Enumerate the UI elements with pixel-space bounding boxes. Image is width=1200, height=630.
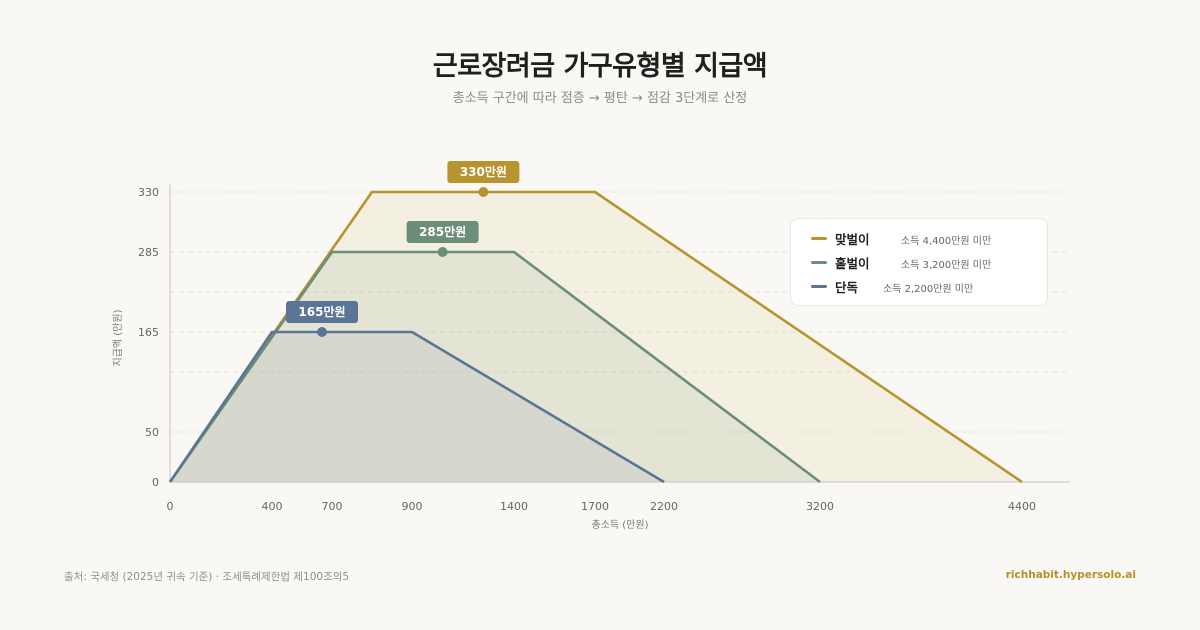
legend: 맞벌이 소득 4,400만원 미만 홑벌이 소득 3,200만원 미만 단독 소… — [790, 218, 1048, 306]
legend-item-single-earner: 홑벌이 — [811, 252, 870, 272]
legend-swatch-single-earner — [811, 260, 827, 264]
peak-label-2: 165만원 — [298, 304, 345, 319]
x-tick-label: 3200 — [806, 500, 834, 513]
peak-label-1: 285만원 — [419, 224, 466, 239]
legend-condition-single-earner: 소득 3,200만원 미만 — [901, 260, 992, 271]
y-tick-label: 165 — [138, 326, 159, 339]
legend-swatch-single — [811, 284, 827, 288]
peak-dot-2 — [317, 327, 327, 337]
y-tick-label: 50 — [145, 426, 159, 439]
series-line-1 — [168, 250, 821, 484]
legend-name-dual: 맞벌이 — [835, 231, 870, 247]
x-tick-label: 2200 — [650, 500, 678, 513]
peak-label-box-0 — [447, 161, 520, 183]
x-axis-label: 총소득 (만원) — [592, 519, 649, 531]
peak-label-box-2 — [286, 301, 358, 323]
y-tick-label: 330 — [138, 186, 159, 199]
chart-title: 근로장려금 가구유형별 지급액 — [432, 51, 768, 82]
x-tick-label: 1700 — [581, 500, 609, 513]
y-tick-label: 285 — [138, 246, 159, 259]
site-link[interactable]: richhabit.hypersolo.ai — [1005, 569, 1136, 581]
legend-condition-dual: 소득 4,400만원 미만 — [901, 236, 992, 247]
source-note: 출처: 국세청 (2025년 귀속 기준) · 조세특례제한법 제100조의5 — [64, 571, 350, 583]
chart-subtitle: 총소득 구간에 따라 점증 → 평탄 → 점감 3단계로 산정 — [452, 91, 748, 106]
x-tick-label: 700 — [322, 500, 343, 513]
x-tick-label: 1400 — [500, 500, 528, 513]
y-tick-label: 0 — [152, 476, 159, 489]
legend-item-dual: 맞벌이 — [811, 228, 870, 248]
series-area-0 — [170, 192, 1022, 482]
x-tick-label: 0 — [167, 500, 174, 513]
legend-item-single: 단독 — [811, 276, 858, 296]
x-tick-label: 900 — [402, 500, 423, 513]
legend-condition-single: 소득 2,200만원 미만 — [883, 284, 974, 295]
y-axis-label: 지급액 (만원) — [112, 309, 124, 366]
peak-label-0: 330만원 — [460, 164, 507, 179]
x-tick-label: 4400 — [1008, 500, 1036, 513]
legend-swatch-dual — [811, 236, 827, 240]
peak-dot-0 — [478, 187, 489, 197]
legend-name-single: 단독 — [835, 279, 859, 295]
x-tick-label: 400 — [262, 500, 283, 513]
peak-dot-1 — [437, 247, 448, 257]
series-line-2 — [168, 330, 665, 484]
peak-label-box-1 — [406, 221, 479, 243]
legend-name-single-earner: 홑벌이 — [835, 255, 870, 271]
series-area-2 — [170, 332, 664, 482]
